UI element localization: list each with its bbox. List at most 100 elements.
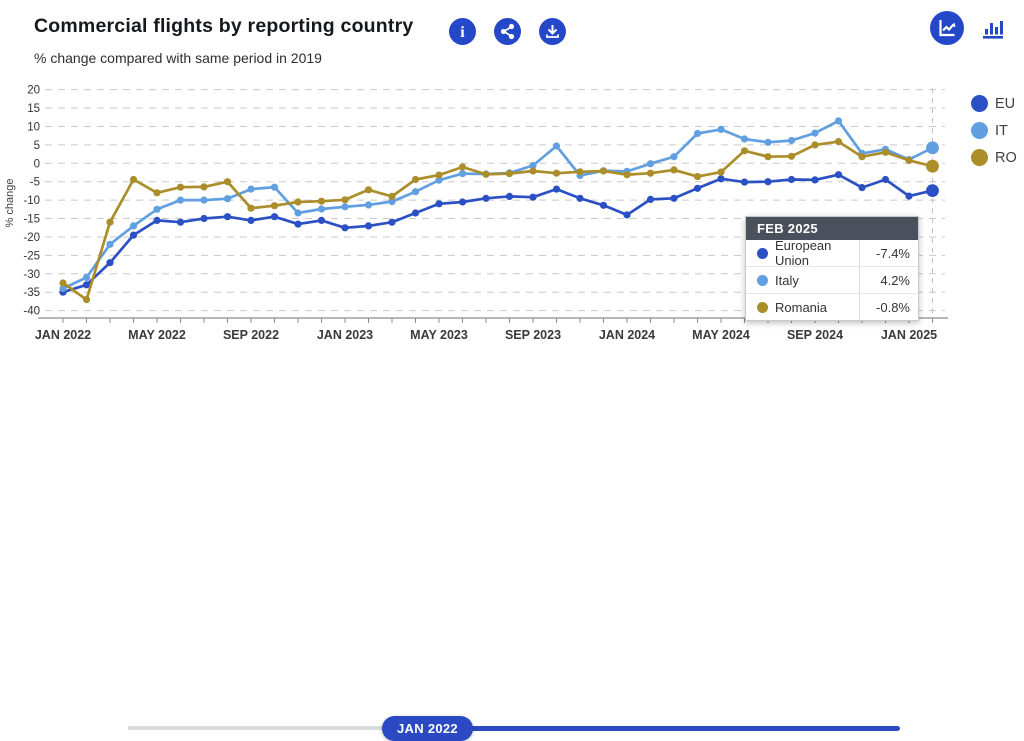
- ro-point-sep-2024[interactable]: [811, 141, 819, 149]
- ro-point-aug-2022[interactable]: [223, 178, 232, 186]
- ro-point-nov-2022[interactable]: [294, 198, 302, 206]
- eu-point-oct-2024[interactable]: [834, 171, 843, 179]
- it-point-jul-2024[interactable]: [764, 138, 772, 146]
- it-point-feb-2025[interactable]: [926, 141, 939, 155]
- eu-point-jun-2024[interactable]: [740, 178, 749, 186]
- ro-point-apr-2024[interactable]: [693, 173, 702, 181]
- ro-point-mar-2024[interactable]: [670, 166, 678, 174]
- ro-point-aug-2023[interactable]: [505, 170, 514, 178]
- it-point-jun-2022[interactable]: [176, 196, 185, 204]
- it-point-sep-2023[interactable]: [529, 161, 537, 170]
- ro-point-feb-2024[interactable]: [646, 169, 655, 177]
- eu-point-aug-2023[interactable]: [505, 192, 514, 200]
- eu-point-nov-2024[interactable]: [858, 184, 866, 192]
- legend-item-it[interactable]: IT: [971, 117, 1017, 144]
- it-point-sep-2024[interactable]: [811, 129, 819, 137]
- eu-point-jan-2023[interactable]: [341, 224, 349, 232]
- share-button[interactable]: [494, 18, 521, 45]
- it-point-sep-2022[interactable]: [247, 185, 255, 193]
- it-point-feb-2022[interactable]: [82, 273, 91, 282]
- it-point-feb-2023[interactable]: [364, 201, 373, 209]
- eu-point-aug-2024[interactable]: [787, 175, 796, 184]
- ro-point-may-2023[interactable]: [435, 171, 443, 179]
- eu-point-nov-2022[interactable]: [294, 220, 302, 228]
- legend-item-ro[interactable]: RO: [971, 144, 1017, 171]
- eu-point-apr-2024[interactable]: [693, 184, 702, 192]
- eu-point-feb-2024[interactable]: [646, 195, 655, 203]
- eu-point-jan-2025[interactable]: [905, 192, 913, 200]
- eu-point-dec-2023[interactable]: [599, 201, 608, 209]
- ro-point-jan-2024[interactable]: [623, 171, 631, 179]
- ro-point-nov-2023[interactable]: [576, 168, 584, 176]
- ro-point-mar-2023[interactable]: [388, 192, 396, 200]
- eu-series-line[interactable]: [62, 173, 933, 294]
- ro-point-oct-2024[interactable]: [834, 138, 843, 146]
- it-point-mar-2023[interactable]: [388, 198, 396, 206]
- it-point-mar-2024[interactable]: [670, 153, 678, 161]
- ro-point-may-2024[interactable]: [717, 168, 725, 176]
- ro-point-sep-2022[interactable]: [247, 204, 255, 212]
- eu-point-feb-2022[interactable]: [82, 281, 91, 289]
- ro-point-oct-2022[interactable]: [270, 202, 279, 210]
- download-button[interactable]: [539, 18, 566, 45]
- it-point-jan-2023[interactable]: [341, 203, 349, 211]
- ro-point-jan-2023[interactable]: [341, 196, 349, 204]
- eu-point-feb-2023[interactable]: [364, 222, 373, 230]
- eu-point-nov-2023[interactable]: [576, 194, 584, 202]
- ro-point-nov-2024[interactable]: [858, 153, 866, 161]
- it-point-apr-2022[interactable]: [129, 222, 138, 230]
- it-point-jan-2022[interactable]: [59, 284, 67, 293]
- line-chart-toggle-button[interactable]: [930, 11, 964, 45]
- eu-point-apr-2023[interactable]: [411, 209, 420, 217]
- eu-point-sep-2022[interactable]: [247, 216, 255, 224]
- eu-point-mar-2022[interactable]: [106, 259, 114, 267]
- eu-point-sep-2024[interactable]: [811, 176, 819, 184]
- ro-point-dec-2024[interactable]: [881, 148, 890, 156]
- eu-point-aug-2022[interactable]: [223, 213, 232, 221]
- ro-point-may-2022[interactable]: [153, 189, 161, 197]
- eu-point-mar-2023[interactable]: [388, 218, 396, 226]
- info-button[interactable]: i: [449, 18, 476, 45]
- eu-point-may-2022[interactable]: [153, 216, 161, 224]
- it-point-may-2023[interactable]: [435, 176, 443, 184]
- it-point-jun-2024[interactable]: [740, 135, 749, 143]
- legend-item-eu[interactable]: EU: [971, 90, 1017, 117]
- eu-point-may-2023[interactable]: [435, 200, 443, 208]
- ro-point-feb-2022[interactable]: [82, 296, 91, 304]
- eu-point-oct-2022[interactable]: [270, 213, 279, 221]
- ro-point-jun-2023[interactable]: [458, 163, 467, 171]
- it-point-mar-2022[interactable]: [106, 240, 114, 248]
- ro-point-feb-2023[interactable]: [364, 186, 373, 194]
- ro-point-jan-2025[interactable]: [905, 156, 913, 164]
- eu-point-feb-2025[interactable]: [926, 184, 939, 198]
- flights-line-chart[interactable]: 20 15 10 5 0 -5 -10 -15 -20 -25 -30 -35 -40 % change J…: [0, 0, 1024, 352]
- eu-point-jan-2024[interactable]: [623, 211, 631, 219]
- eu-point-apr-2022[interactable]: [129, 231, 138, 239]
- ro-point-apr-2023[interactable]: [411, 175, 420, 184]
- ro-point-feb-2025[interactable]: [926, 159, 939, 173]
- ro-point-jun-2024[interactable]: [740, 147, 749, 155]
- ro-series-line[interactable]: [62, 140, 933, 301]
- it-point-may-2022[interactable]: [153, 205, 161, 213]
- ro-point-aug-2024[interactable]: [787, 152, 796, 160]
- it-point-feb-2024[interactable]: [646, 160, 655, 168]
- it-point-aug-2022[interactable]: [223, 195, 232, 203]
- it-point-apr-2023[interactable]: [411, 188, 420, 196]
- it-point-nov-2022[interactable]: [294, 209, 302, 217]
- it-point-oct-2024[interactable]: [834, 117, 843, 125]
- eu-point-dec-2024[interactable]: [881, 175, 890, 184]
- eu-point-jun-2022[interactable]: [176, 218, 185, 226]
- eu-point-dec-2022[interactable]: [317, 216, 326, 224]
- eu-point-jul-2022[interactable]: [200, 214, 208, 223]
- ro-point-mar-2022[interactable]: [106, 218, 114, 226]
- eu-point-oct-2023[interactable]: [552, 185, 561, 193]
- ro-point-oct-2023[interactable]: [552, 169, 561, 177]
- ro-point-jan-2022[interactable]: [59, 279, 67, 287]
- eu-point-may-2024[interactable]: [717, 175, 725, 183]
- ro-point-jun-2022[interactable]: [176, 183, 185, 191]
- ro-point-apr-2022[interactable]: [129, 175, 138, 184]
- eu-point-mar-2024[interactable]: [670, 194, 678, 202]
- ro-point-jul-2024[interactable]: [764, 153, 772, 161]
- eu-point-jul-2023[interactable]: [482, 194, 490, 202]
- eu-point-jun-2023[interactable]: [458, 198, 467, 206]
